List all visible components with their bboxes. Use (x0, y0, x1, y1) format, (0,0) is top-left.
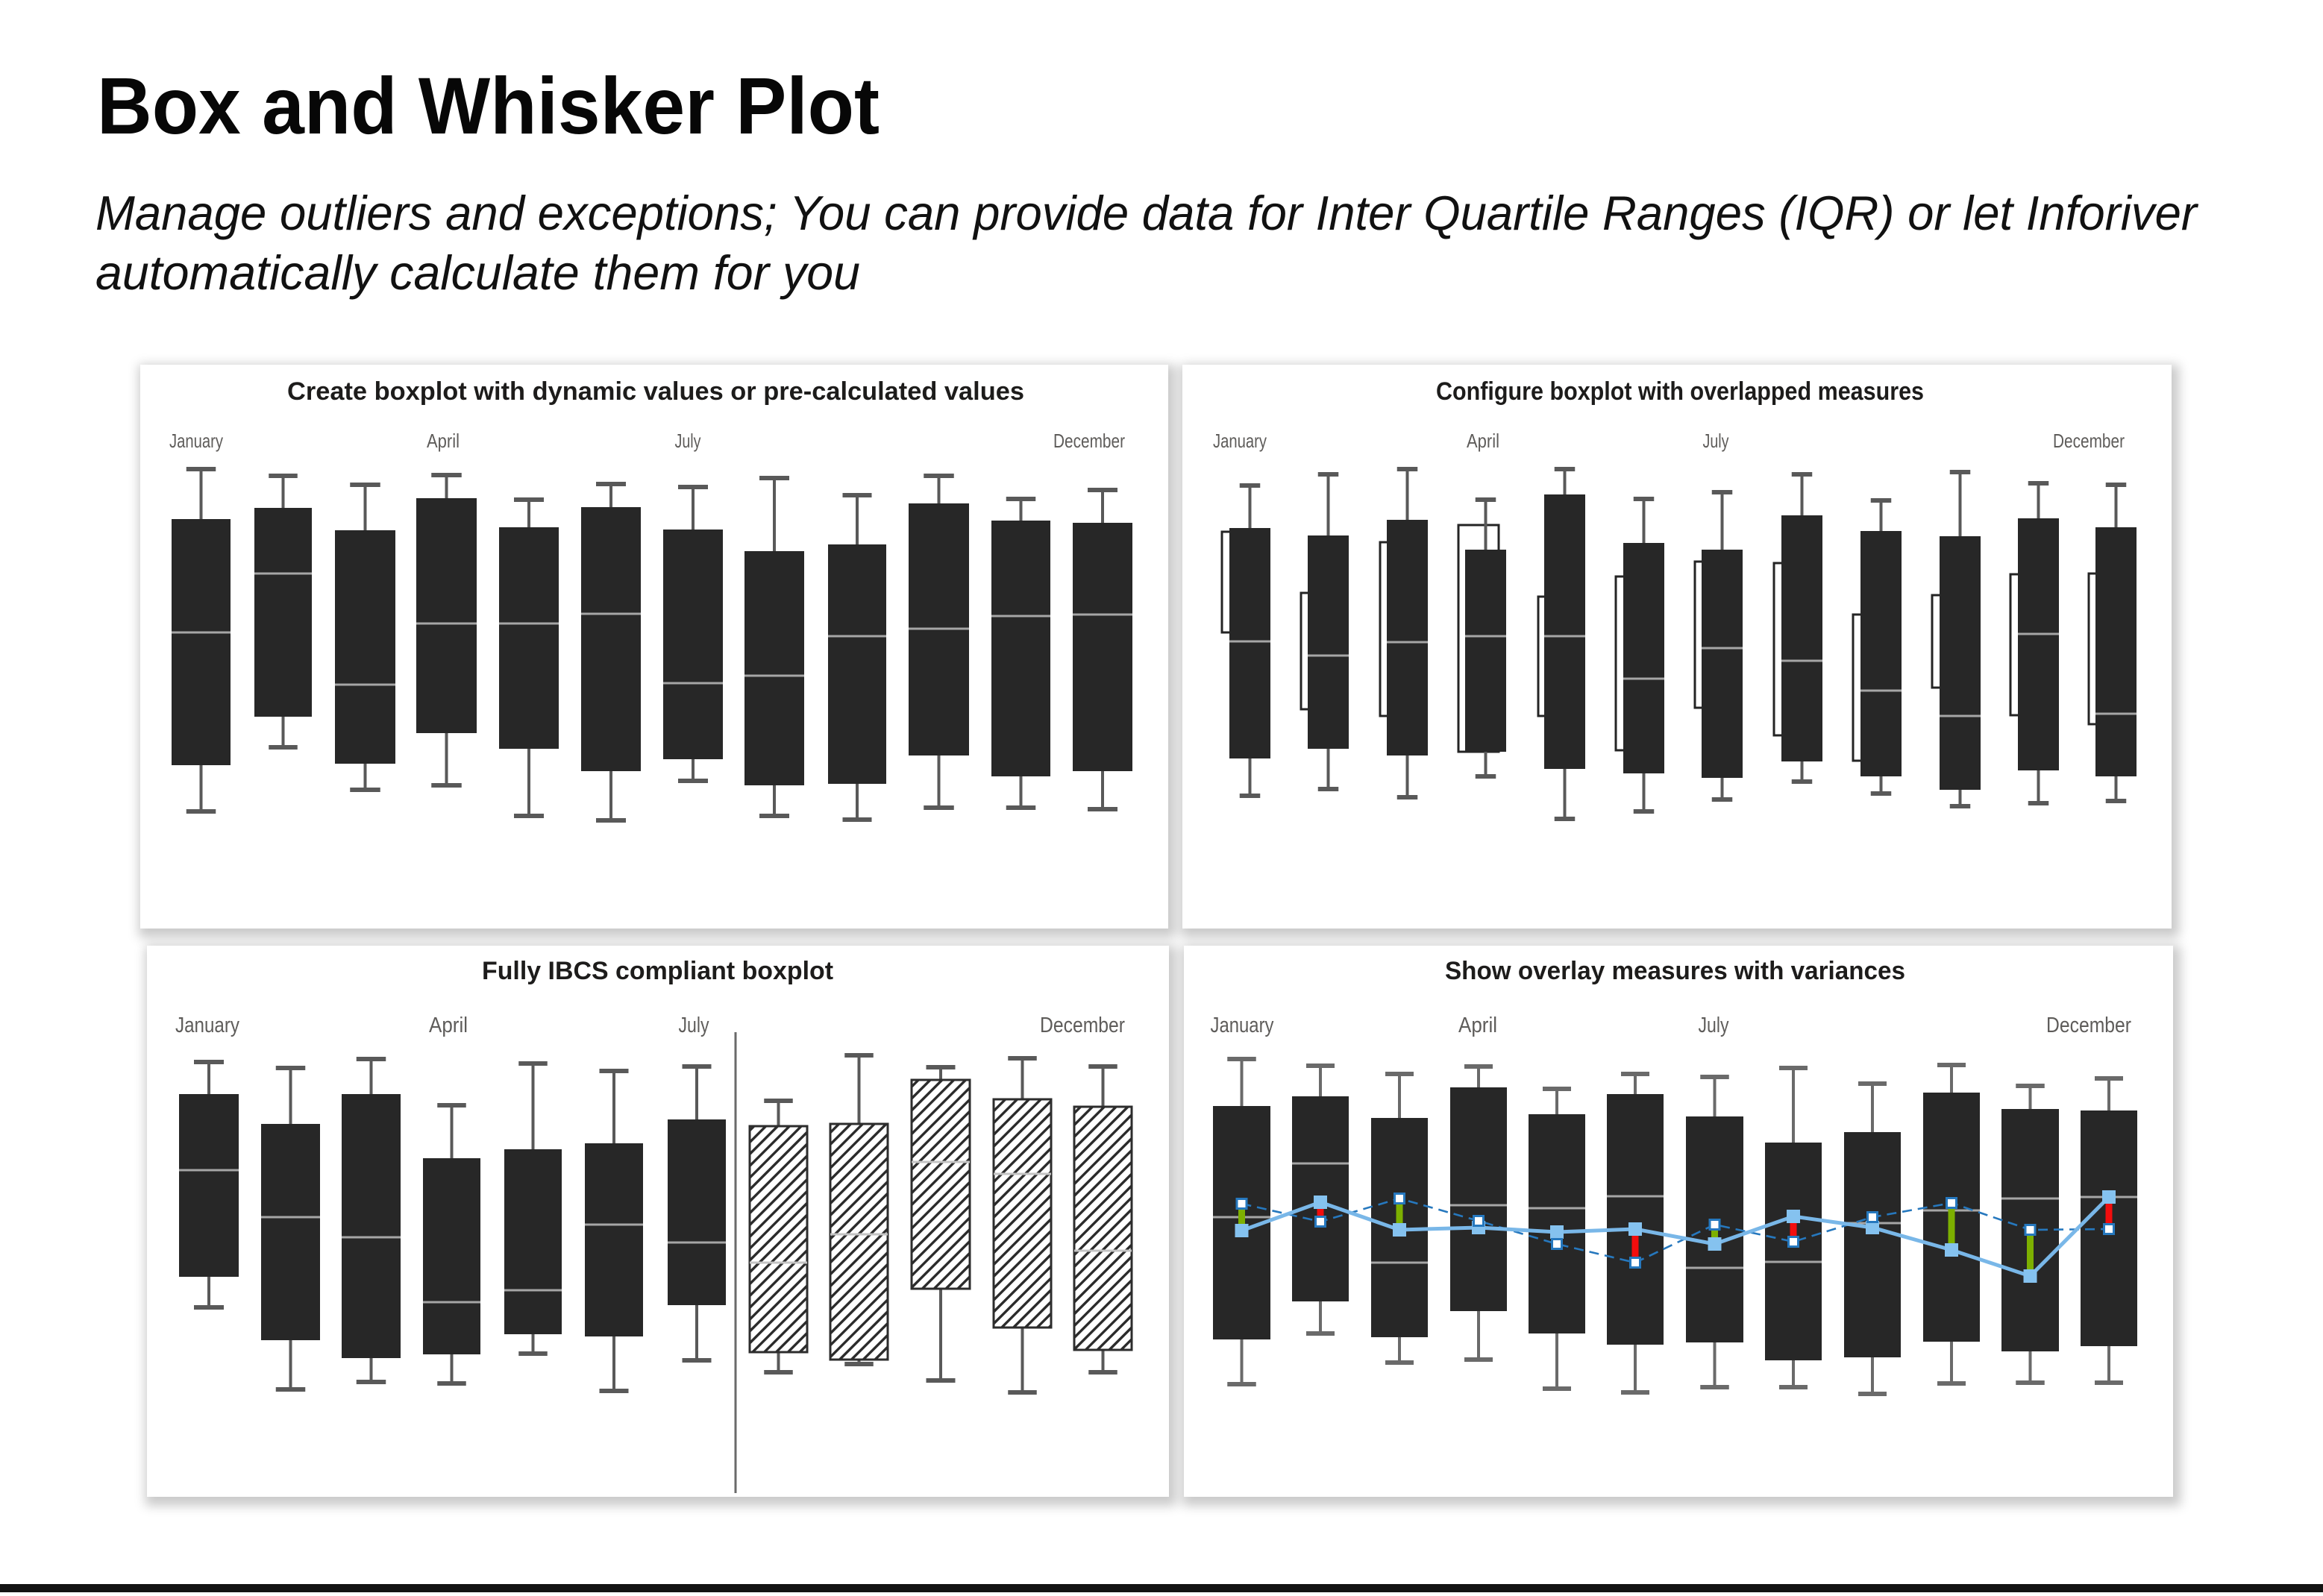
svg-text:Create boxplot with dynamic va: Create boxplot with dynamic values or pr… (287, 377, 1024, 406)
svg-text:April: April (427, 430, 460, 452)
svg-text:April: April (1467, 430, 1499, 452)
svg-text:January: January (169, 430, 223, 452)
svg-text:Box and Whisker Plot: Box and Whisker Plot (97, 60, 880, 151)
svg-text:Show overlay measures with var: Show overlay measures with variances (1445, 957, 1905, 985)
svg-text:July: July (675, 430, 701, 452)
svg-text:December: December (2046, 1014, 2131, 1037)
svg-text:July: July (679, 1014, 709, 1037)
svg-text:April: April (1458, 1014, 1497, 1037)
svg-text:December: December (1040, 1014, 1125, 1037)
svg-text:Configure boxplot with overlap: Configure boxplot with overlapped measur… (1436, 377, 1924, 406)
svg-text:January: January (1213, 430, 1267, 452)
svg-text:December: December (2053, 430, 2125, 452)
svg-text:July: July (1703, 430, 1729, 452)
svg-text:January: January (1211, 1014, 1274, 1037)
svg-text:December: December (1053, 430, 1125, 452)
svg-text:April: April (429, 1014, 468, 1037)
svg-text:automatically calculate them f: automatically calculate them for you (95, 245, 860, 300)
svg-text:January: January (175, 1014, 239, 1037)
svg-text:Fully IBCS compliant boxplot: Fully IBCS compliant boxplot (482, 957, 833, 985)
svg-text:July: July (1699, 1014, 1729, 1037)
svg-text:Manage outliers and exceptions: Manage outliers and exceptions; You can … (95, 186, 2198, 240)
